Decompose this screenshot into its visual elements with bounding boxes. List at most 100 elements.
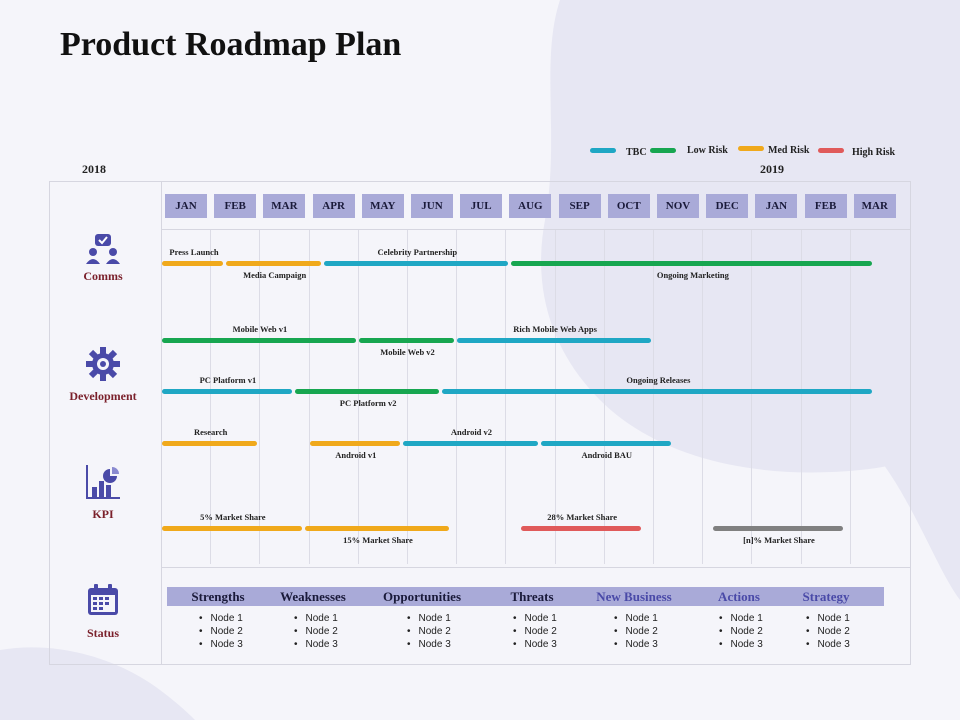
status-node: Node 2 <box>806 625 850 638</box>
month-cell: JAN <box>755 194 798 218</box>
month-gridline <box>702 230 704 564</box>
month-gridline <box>751 230 753 564</box>
chart-icon <box>84 463 122 506</box>
header-divider <box>161 229 911 230</box>
status-header-band <box>167 587 884 606</box>
roadmap-bar-label: PC Platform v1 <box>199 375 257 385</box>
status-node: Node 1 <box>614 612 658 625</box>
status-node-list: Node 1Node 2Node 3 <box>407 612 451 651</box>
month-gridline <box>357 230 359 564</box>
status-node: Node 2 <box>199 625 243 638</box>
roadmap-bar <box>511 261 873 266</box>
year-start-label: 2018 <box>82 162 106 176</box>
month-cell: FEB <box>804 194 847 218</box>
status-node: Node 1 <box>719 612 763 625</box>
status-heading: Strengths <box>191 589 245 604</box>
status-heading: Opportunities <box>382 589 462 604</box>
roadmap-bar-label: Android v1 <box>335 450 377 460</box>
roadmap-bar-label: Ongoing Marketing <box>656 270 729 280</box>
month-cell: SEP <box>558 194 601 218</box>
roadmap-bar <box>358 338 455 343</box>
status-node-list: Node 1Node 2Node 3 <box>294 612 338 651</box>
roadmap-bar-label: Rich Mobile Web Apps <box>513 324 597 334</box>
month-gridline <box>849 230 851 564</box>
roadmap-bar <box>162 441 258 446</box>
month-cell: MAY <box>361 194 404 218</box>
legend-swatch <box>650 148 676 153</box>
month-cell: OCT <box>607 194 650 218</box>
legend-swatch <box>590 148 616 153</box>
roadmap-bar <box>162 338 356 343</box>
month-gridline <box>603 230 605 564</box>
status-node: Node 1 <box>294 612 338 625</box>
month-cell: NOV <box>657 194 699 218</box>
row-label-kpi: KPI <box>92 507 114 521</box>
roadmap-bar <box>225 261 322 266</box>
roadmap-bar <box>294 389 440 394</box>
status-heading: Weaknesses <box>280 589 346 604</box>
roadmap-bar <box>162 389 292 394</box>
month-gridline <box>456 230 458 564</box>
month-gridline <box>505 230 507 564</box>
roadmap-bar-label: Mobile Web v2 <box>380 347 435 357</box>
roadmap-bar-label: Mobile Web v1 <box>232 324 288 334</box>
status-node: Node 1 <box>806 612 850 625</box>
row-label-divider <box>161 181 162 665</box>
status-node-list: Node 1Node 2Node 3 <box>614 612 658 651</box>
roadmap-bar-label: Media Campaign <box>243 270 307 280</box>
legend-swatch <box>738 146 764 151</box>
calendar-icon <box>87 584 119 621</box>
team-icon <box>86 232 120 271</box>
status-node: Node 3 <box>614 638 658 651</box>
month-gridline <box>407 230 408 564</box>
roadmap-bar-label: Android v2 <box>450 427 493 437</box>
roadmap-bar <box>713 526 843 531</box>
status-node: Node 2 <box>513 625 557 638</box>
legend-label: Med Risk <box>768 145 810 156</box>
roadmap-bar-label: Research <box>194 427 228 437</box>
status-node: Node 3 <box>806 638 850 651</box>
status-heading: New Business <box>596 589 672 604</box>
roadmap-frame <box>49 181 911 665</box>
month-cell: AUG <box>509 194 552 218</box>
roadmap-bar <box>162 526 302 531</box>
status-node-list: Node 1Node 2Node 3 <box>199 612 243 651</box>
month-cell: MAR <box>853 194 896 218</box>
roadmap-bar-label: Android BAU <box>581 450 633 460</box>
row-label-status: Status <box>86 626 119 640</box>
legend-label: TBC <box>626 147 647 158</box>
roadmap-bar <box>442 389 873 394</box>
roadmap-bar-label: 28% Market Share <box>547 512 618 522</box>
row-label-comms: Comms <box>83 269 123 283</box>
roadmap-bar <box>540 441 671 446</box>
status-node: Node 2 <box>407 625 451 638</box>
roadmap-bar-label: 15% Market Share <box>343 535 413 545</box>
month-gridline <box>800 230 802 564</box>
month-gridline <box>653 230 654 564</box>
month-gridline <box>308 230 310 564</box>
roadmap-bar <box>162 261 223 266</box>
row-label-development: Development <box>69 389 137 403</box>
roadmap-bar-label: Press Launch <box>169 247 219 257</box>
status-node: Node 3 <box>199 638 243 651</box>
status-node-list: Node 1Node 2Node 3 <box>719 612 763 651</box>
status-node: Node 2 <box>294 625 338 638</box>
status-node: Node 2 <box>719 625 763 638</box>
month-cell: JAN <box>165 194 207 218</box>
roadmap-bar <box>403 441 538 446</box>
status-node: Node 3 <box>719 638 763 651</box>
roadmap-bar-label: Ongoing Releases <box>626 375 691 385</box>
status-node: Node 3 <box>407 638 451 651</box>
status-node: Node 2 <box>614 625 658 638</box>
month-cell: JUL <box>460 194 503 218</box>
status-node: Node 1 <box>513 612 557 625</box>
month-gridline <box>554 230 556 564</box>
legend-label: Low Risk <box>687 145 728 156</box>
roadmap-bar-label: PC Platform v2 <box>339 398 397 408</box>
year-end-label: 2019 <box>760 162 784 176</box>
roadmap-bar <box>521 526 642 531</box>
roadmap-bar <box>457 338 651 343</box>
month-cell: DEC <box>706 194 749 218</box>
status-node: Node 3 <box>294 638 338 651</box>
status-heading: Strategy <box>802 589 850 604</box>
